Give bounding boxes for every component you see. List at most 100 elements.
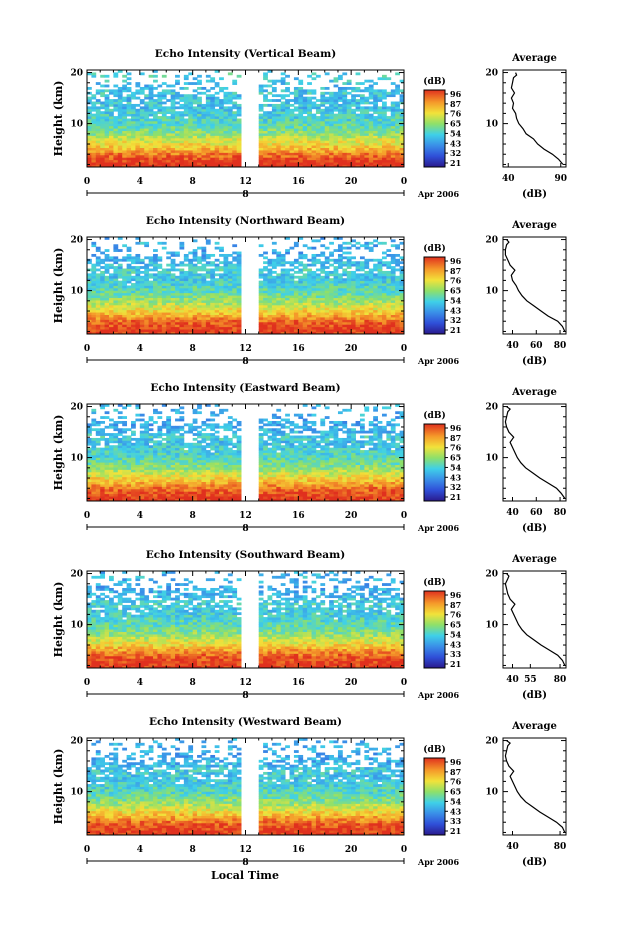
colorbar-tick-label: 32 xyxy=(450,315,461,325)
average-profile-line xyxy=(504,740,566,833)
panel-2: Echo Intensity (Northward Beam) 10 20 Heigh… xyxy=(52,215,567,367)
y-tick-label: 10 xyxy=(70,120,83,130)
colorbar-tick-label: 33 xyxy=(450,649,462,659)
x-tick-label: 12 xyxy=(239,678,252,688)
colorbar-tick-label: 87 xyxy=(450,433,461,443)
average-x-tick-label: 55 xyxy=(524,675,537,685)
day-label: 8 xyxy=(242,190,248,200)
colorbar-tick-label: 76 xyxy=(450,276,462,286)
average-profile-line xyxy=(504,573,566,666)
y-tick-label: 20 xyxy=(70,737,83,747)
colorbar-tick-label: 65 xyxy=(450,787,461,797)
date-label: Apr 2006 xyxy=(417,356,460,366)
y-tick-label: 20 xyxy=(70,69,83,79)
x-tick-label: 16 xyxy=(292,845,305,855)
panel-title: Echo Intensity (Southward Beam) xyxy=(146,549,345,561)
average-x-label: (dB) xyxy=(522,857,547,868)
panel-title: Echo Intensity (Eastward Beam) xyxy=(150,382,340,394)
average-x-tick-label: 80 xyxy=(554,675,567,685)
x-tick-label: 12 xyxy=(239,177,252,187)
x-tick-label: 20 xyxy=(345,678,358,688)
x-axis: 0 4 8 12 16 20 0 xyxy=(84,404,407,521)
x-tick-label: 8 xyxy=(190,177,196,187)
colorbar-label: (dB) xyxy=(423,577,445,588)
average-profile: Average 10 20 40 90 (dB) xyxy=(485,53,567,200)
average-y-tick-label: 20 xyxy=(485,403,498,413)
average-x-tick-label: 60 xyxy=(530,508,543,518)
average-y-tick-label: 20 xyxy=(485,236,498,246)
x-tick-label: 8 xyxy=(190,845,196,855)
heatmap-cells xyxy=(87,237,405,335)
colorbar-tick-label: 54 xyxy=(450,462,462,472)
average-title: Average xyxy=(511,554,557,565)
y-axis-label: Height (km) xyxy=(52,415,65,491)
average-x-tick-label: 40 xyxy=(502,174,515,184)
colorbar-tick-label: 65 xyxy=(450,453,461,463)
date-label: Apr 2006 xyxy=(417,690,460,700)
x-axis: 0 4 8 12 16 20 0 xyxy=(84,571,407,688)
x-tick-label: 20 xyxy=(345,344,358,354)
x-tick-label: 4 xyxy=(137,511,143,521)
average-y-tick-label: 20 xyxy=(485,737,498,747)
colorbar-tick-label: 21 xyxy=(450,325,461,335)
average-x-tick-label: 40 xyxy=(506,842,519,852)
average-x-tick-label: 40 xyxy=(506,508,519,518)
x-tick-label: 20 xyxy=(345,845,358,855)
colorbar-tick-label: 87 xyxy=(450,99,461,109)
date-label: Apr 2006 xyxy=(417,857,460,867)
x-tick-label: 4 xyxy=(137,845,143,855)
colorbar-tick-label: 21 xyxy=(450,492,461,502)
colorbar-gradient xyxy=(423,256,446,335)
y-tick-label: 20 xyxy=(70,570,83,580)
y-axis: 10 20 Height (km) xyxy=(52,69,404,165)
y-tick-label: 20 xyxy=(70,403,83,413)
panel-4: Echo Intensity (Southward Beam) 10 20 Heigh… xyxy=(52,549,567,701)
day-bar: 8 Apr 2006 xyxy=(86,857,460,868)
colorbar-tick-label: 54 xyxy=(450,128,462,138)
x-tick-label: 20 xyxy=(345,177,358,187)
average-profile: Average 10 20 40 55 80 (dB) xyxy=(485,554,567,701)
colorbar-tick-label: 65 xyxy=(450,620,461,630)
x-tick-label: 12 xyxy=(239,344,252,354)
colorbar-tick-label: 76 xyxy=(450,443,462,453)
y-axis-label: Height (km) xyxy=(52,248,65,324)
average-title: Average xyxy=(511,220,557,231)
x-tick-label: 16 xyxy=(292,344,305,354)
colorbar-tick-label: 76 xyxy=(450,109,462,119)
x-tick-label: 12 xyxy=(239,845,252,855)
colorbar-label: (dB) xyxy=(423,744,445,755)
panel-title: Echo Intensity (Westward Beam) xyxy=(149,716,342,728)
x-tick-label: 0 xyxy=(401,344,407,354)
x-tick-label: 16 xyxy=(292,678,305,688)
panel-title: Echo Intensity (Northward Beam) xyxy=(146,215,345,227)
average-y-tick-label: 10 xyxy=(485,454,498,464)
colorbar-tick-label: 43 xyxy=(450,138,462,148)
x-tick-label: 8 xyxy=(190,344,196,354)
average-title: Average xyxy=(511,387,557,398)
colorbar-label: (dB) xyxy=(423,410,445,421)
x-axis: 0 4 8 12 16 20 0 xyxy=(84,70,407,187)
average-x-tick-label: 80 xyxy=(554,341,567,351)
average-x-tick-label: 80 xyxy=(554,842,567,852)
x-tick-label: 4 xyxy=(137,678,143,688)
average-x-label: (dB) xyxy=(522,690,547,701)
average-title: Average xyxy=(511,721,557,732)
colorbar-tick-label: 65 xyxy=(450,119,461,129)
average-x-tick-label: 40 xyxy=(506,675,519,685)
average-x-label: (dB) xyxy=(522,356,547,367)
average-y-tick-label: 20 xyxy=(485,69,498,79)
y-axis: 10 20 Height (km) xyxy=(52,737,404,833)
colorbar-tick-label: 21 xyxy=(450,158,461,168)
average-title: Average xyxy=(511,53,557,64)
x-tick-label: 12 xyxy=(239,511,252,521)
average-frame xyxy=(502,737,567,836)
x-tick-label: 4 xyxy=(137,344,143,354)
colorbar-gradient xyxy=(423,89,446,168)
colorbar-tick-label: 96 xyxy=(450,256,462,266)
colorbar-tick-label: 32 xyxy=(450,482,461,492)
day-label: 8 xyxy=(242,691,248,701)
